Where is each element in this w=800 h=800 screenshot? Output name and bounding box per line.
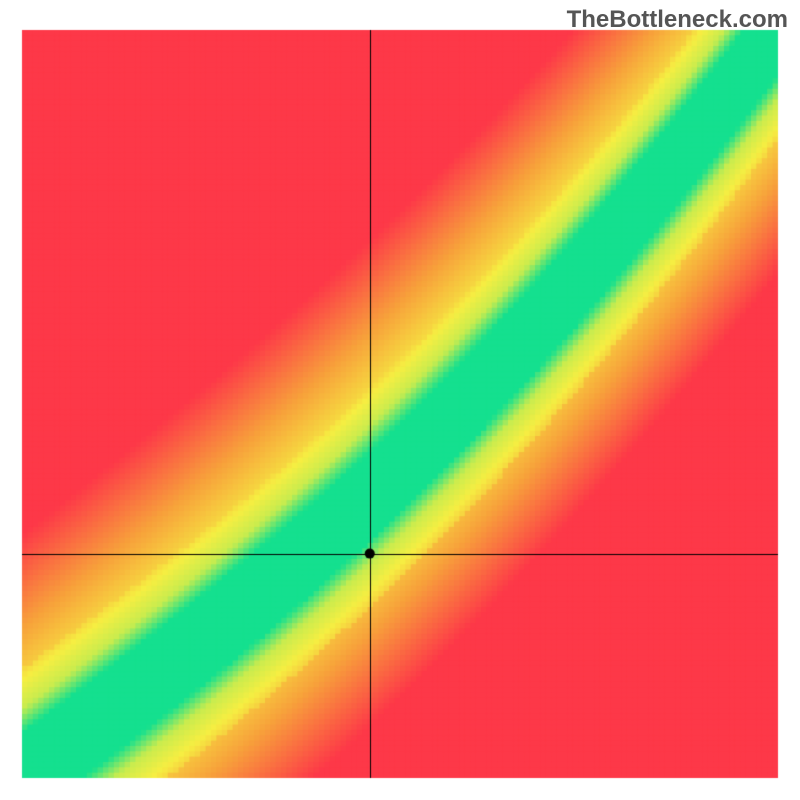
bottleneck-heatmap [0, 0, 800, 800]
chart-container: TheBottleneck.com [0, 0, 800, 800]
